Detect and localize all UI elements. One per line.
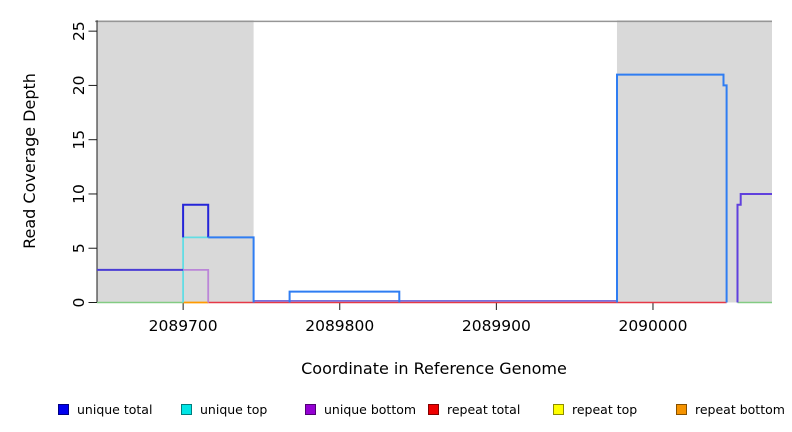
legend-item-repeat-bottom: repeat bottom xyxy=(676,401,785,417)
y-tick-label: 5 xyxy=(70,243,88,253)
legend-swatch xyxy=(428,403,439,415)
x-tick-label: 2089800 xyxy=(305,317,374,335)
legend-swatch xyxy=(676,403,687,415)
x-tick-label: 2089700 xyxy=(149,317,218,335)
legend-item-repeat-total: repeat total xyxy=(428,401,521,417)
legend-swatch xyxy=(181,403,192,415)
y-tick-label: 15 xyxy=(70,130,88,150)
legend-item-repeat-top: repeat top xyxy=(553,401,638,417)
legend-swatch xyxy=(305,403,316,415)
coverage-series-segment xyxy=(736,193,772,303)
coverage-series-segment xyxy=(208,236,255,303)
coverage-plot: 0 5 10 15 20 25 2089700 2089800 2089900 2090000 C… xyxy=(20,20,772,378)
legend-label: repeat bottom xyxy=(695,401,785,417)
legend-label: unique bottom xyxy=(324,401,417,417)
coverage-series-segment xyxy=(182,203,210,238)
y-tick-label: 0 xyxy=(70,298,88,308)
x-tick-label: 2089900 xyxy=(462,317,531,335)
legend-label: repeat top xyxy=(572,401,638,417)
coverage-series-segment xyxy=(288,290,401,303)
legend-swatch xyxy=(553,403,564,415)
legend-label: unique top xyxy=(200,401,268,417)
legend-item-unique-total: unique total xyxy=(58,401,153,417)
shaded-repeat-region xyxy=(97,20,254,303)
legend-swatch xyxy=(58,403,69,415)
legend-label: unique total xyxy=(77,401,153,417)
x-axis-title: Coordinate in Reference Genome xyxy=(301,359,567,378)
x-tick-label: 2090000 xyxy=(618,317,687,335)
y-axis-title: Read Coverage Depth xyxy=(20,73,39,249)
legend-item-unique-bottom: unique bottom xyxy=(305,401,417,417)
legend-label: repeat total xyxy=(447,401,521,417)
y-tick-label: 25 xyxy=(70,21,88,41)
coverage-series-segment xyxy=(183,268,210,303)
coverage-series-segment xyxy=(616,73,728,303)
legend: unique total unique top unique bottom repea… xyxy=(0,399,792,423)
shaded-repeat-region xyxy=(616,20,772,303)
legend-item-unique-top: unique top xyxy=(181,401,268,417)
y-tick-label: 20 xyxy=(70,76,88,96)
y-tick-label: 10 xyxy=(70,184,88,204)
